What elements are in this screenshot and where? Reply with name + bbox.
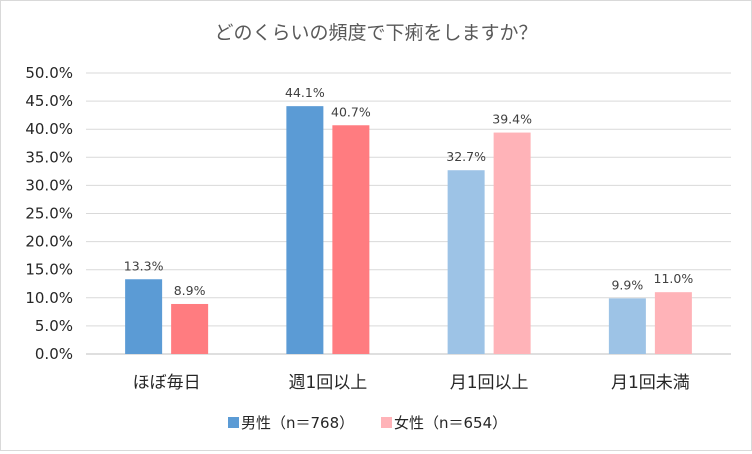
bar xyxy=(286,106,324,355)
y-tick-label: 10.0% xyxy=(25,289,73,307)
data-label: 9.9% xyxy=(611,277,643,292)
data-label: 11.0% xyxy=(654,271,694,286)
y-tick-label: 0.0% xyxy=(35,345,73,363)
y-tick-label: 5.0% xyxy=(35,317,73,335)
y-tick-label: 15.0% xyxy=(25,261,73,279)
x-category-label: 週1回以上 xyxy=(288,373,367,393)
chart-title: どのくらいの頻度で下痢をしますか？ xyxy=(214,22,537,44)
y-tick-label: 40.0% xyxy=(25,120,73,138)
bars xyxy=(125,106,692,355)
x-category-label: ほぼ毎日 xyxy=(133,373,201,393)
x-axis: ほぼ毎日 週1回以上 月1回以上 月1回未満 xyxy=(133,373,690,393)
legend-swatch xyxy=(228,417,239,428)
data-label: 13.3% xyxy=(124,258,164,273)
bar xyxy=(493,132,531,354)
bar xyxy=(171,303,209,354)
bar xyxy=(654,292,692,354)
bar xyxy=(332,125,370,355)
data-label: 40.7% xyxy=(331,104,371,119)
data-label: 39.4% xyxy=(492,112,532,127)
bar xyxy=(447,170,485,354)
data-label: 8.9% xyxy=(174,283,206,298)
legend-label: 男性（n＝768） xyxy=(241,414,354,432)
data-label: 44.1% xyxy=(285,85,325,100)
legend-label: 女性（n＝654） xyxy=(394,414,507,432)
y-tick-label: 25.0% xyxy=(25,205,73,223)
data-labels: 13.3% 8.9% 44.1% 40.7% 32.7% 39.4% 9.9% 11.0% xyxy=(124,85,694,298)
y-tick-label: 20.0% xyxy=(25,233,73,251)
y-tick-label: 50.0% xyxy=(25,64,73,82)
x-category-label: 月1回未満 xyxy=(611,373,690,393)
y-tick-label: 30.0% xyxy=(25,176,73,194)
x-category-label: 月1回以上 xyxy=(450,373,529,393)
data-label: 32.7% xyxy=(446,149,486,164)
legend: 男性（n＝768） 女性（n＝654） xyxy=(228,414,507,432)
y-tick-label: 35.0% xyxy=(25,148,73,166)
y-tick-label: 45.0% xyxy=(25,92,73,110)
legend-swatch xyxy=(381,417,392,428)
bar xyxy=(608,298,646,354)
y-axis: 0.0% 5.0% 10.0% 15.0% 20.0% 25.0% 30.0% 35.0% 40… xyxy=(25,64,73,363)
bar xyxy=(125,279,163,354)
